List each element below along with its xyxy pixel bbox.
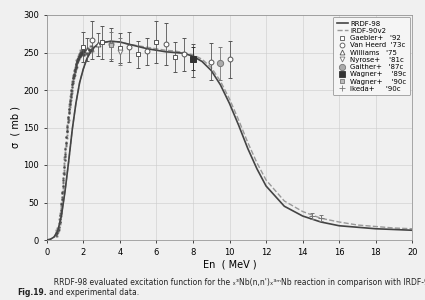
Y-axis label: σ  ( mb ): σ ( mb ) bbox=[11, 106, 20, 148]
Text: Fig.19.: Fig.19. bbox=[17, 288, 47, 297]
X-axis label: En  ( MeV ): En ( MeV ) bbox=[203, 260, 256, 269]
Text: RRDF-98 evaluated excitation function for the ₓ³Nb(n,n')ₓ³ᵐNb reaction in compar: RRDF-98 evaluated excitation function fo… bbox=[49, 278, 425, 297]
Legend: RRDF-98, IRDF-90v2, Gaebler+   '92, Van Heerd  '73c, Williams   '75, Nyrose+    : RRDF-98, IRDF-90v2, Gaebler+ '92, Van He… bbox=[333, 17, 410, 95]
